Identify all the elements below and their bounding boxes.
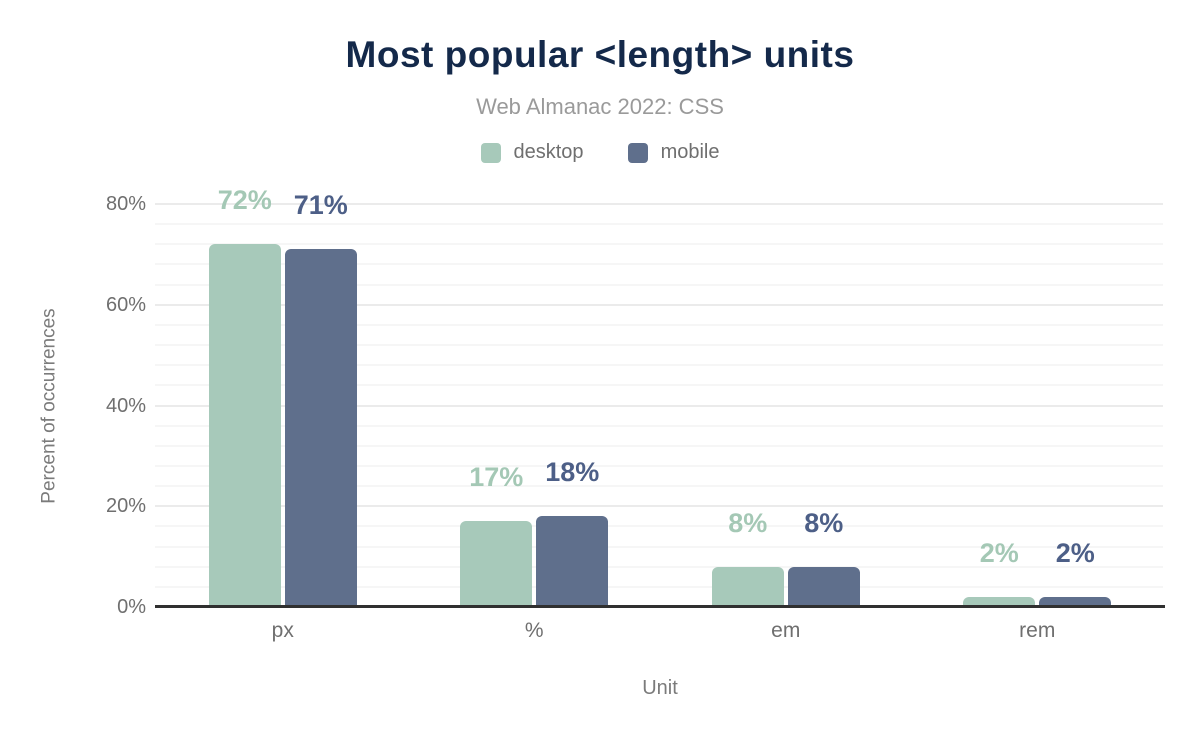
y-tick-60: 60%: [105, 293, 146, 316]
legend-label-desktop: desktop: [513, 141, 584, 163]
bar-mobile-px: 71%: [284, 192, 357, 607]
legend-item-mobile: mobile: [627, 141, 720, 164]
major-gridline-40: [155, 404, 1163, 407]
bar-desktop-%: 17%: [460, 464, 533, 607]
minor-gridline-36: [155, 424, 1163, 427]
bar-desktop-rem: 2%: [963, 539, 1036, 607]
bar-mobile-rem: 2%: [1039, 539, 1112, 607]
minor-gridline-4: [155, 585, 1163, 588]
x-category-px: px: [271, 619, 294, 642]
x-axis-title: Unit: [642, 677, 678, 699]
y-axis-ticks: 0% 20% 40% 60% 80%: [0, 193, 146, 618]
minor-gridline-24: [155, 485, 1163, 488]
minor-gridline-48: [155, 364, 1163, 367]
bar-mobile-%: 18%: [536, 459, 609, 607]
bar-desktop-em: 8%: [711, 509, 784, 607]
minor-gridline-72: [155, 243, 1163, 246]
x-category-%: %: [524, 619, 544, 642]
x-category-rem: rem: [1019, 619, 1056, 642]
legend-swatch-mobile: [627, 142, 648, 163]
plot-area: 72% 71% 17% 18% 8% 8% 2% 2%: [155, 187, 1164, 607]
legend-label-mobile: mobile: [660, 141, 720, 163]
bar-desktop-px: 72%: [208, 187, 281, 607]
bar-group-em: 8% 8%: [660, 204, 912, 607]
minor-gridline-76: [155, 223, 1163, 226]
minor-gridline-8: [155, 565, 1163, 568]
minor-gridline-56: [155, 323, 1163, 326]
y-tick-80: 80%: [105, 193, 146, 215]
minor-gridline-16: [155, 525, 1163, 528]
chart-subtitle: Web Almanac 2022: CSS: [476, 94, 724, 119]
data-label-mobile-rem: 2%: [1055, 537, 1095, 568]
data-label-desktop-rem: 2%: [979, 537, 1019, 568]
legend-swatch-desktop: [480, 142, 501, 163]
data-label-desktop-em: 8%: [728, 507, 768, 538]
y-tick-0: 0%: [117, 596, 146, 618]
major-gridline-20: [155, 505, 1163, 508]
bar-group-%: 17% 18%: [409, 204, 661, 607]
y-tick-40: 40%: [105, 394, 146, 417]
minor-gridline-52: [155, 344, 1163, 347]
x-axis-category-labels: px% em rem: [157, 619, 1163, 643]
major-gridline-80: [155, 203, 1163, 205]
minor-gridline-12: [155, 545, 1163, 548]
minor-gridline-64: [155, 283, 1163, 286]
bar-mobile-em: 8%: [787, 509, 860, 607]
bar-groups: 72% 71% 17% 18% 8% 8% 2% 2%: [157, 187, 1164, 607]
bar-group-px: 72% 71%: [157, 187, 409, 607]
minor-gridline-28: [155, 464, 1163, 467]
data-label-mobile-em: 8%: [804, 507, 844, 538]
minor-gridline-68: [155, 263, 1163, 266]
major-gridline-60: [155, 303, 1163, 306]
data-label-desktop-px: 72%: [217, 185, 272, 216]
data-label-desktop-%: 17%: [469, 462, 524, 493]
data-label-mobile-%: 18%: [545, 457, 600, 488]
data-label-mobile-px: 71%: [293, 190, 348, 221]
x-category-em: em: [771, 619, 801, 642]
bar-group-rem: 2% 2%: [912, 204, 1164, 607]
y-tick-20: 20%: [105, 495, 146, 518]
chart-title: Most popular <length> units: [345, 34, 855, 75]
legend: desktop mobile: [0, 141, 1200, 164]
minor-gridline-32: [155, 444, 1163, 447]
x-axis-line: [155, 605, 1165, 608]
legend-item-desktop: desktop: [480, 141, 584, 164]
minor-gridline-44: [155, 384, 1163, 387]
